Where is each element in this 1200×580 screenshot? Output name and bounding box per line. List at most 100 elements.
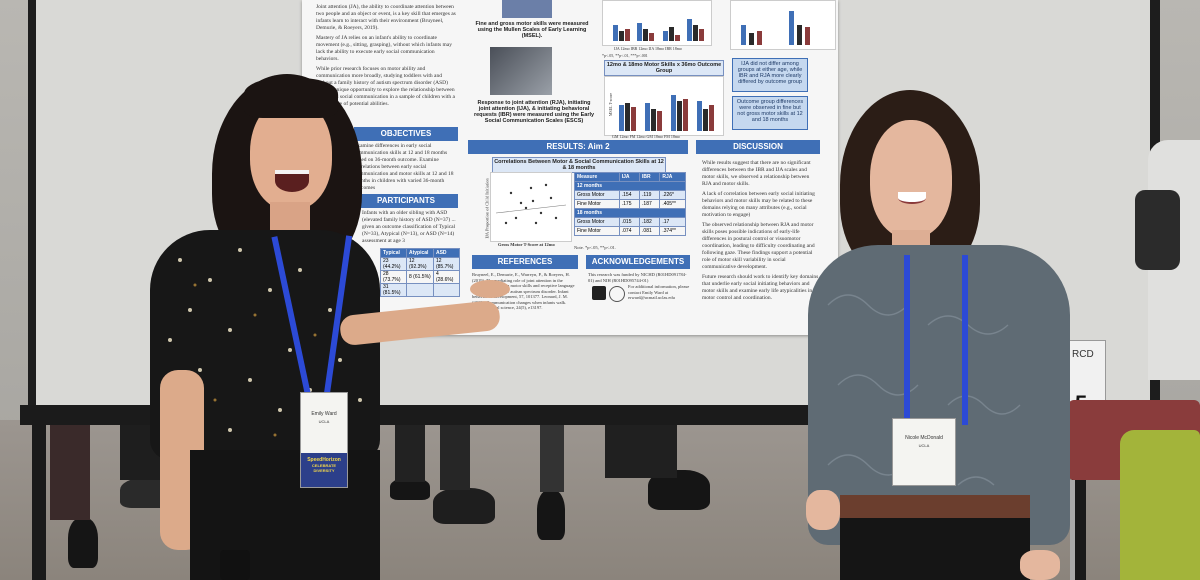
scatter-plot [490, 172, 572, 242]
corr-cell: Fine Motor [574, 226, 620, 236]
chart-bar [637, 23, 642, 41]
corr-cell: .182 [639, 217, 661, 227]
scatter-xlabel: Gross Motor T-Score at 12mo [498, 242, 555, 247]
intro-point: Joint attention (JA), the ability to coo… [316, 4, 456, 31]
ribbon-line: SpeedHorizon [307, 457, 341, 463]
chart-bar [625, 103, 630, 131]
chart-bar [619, 31, 624, 41]
chart-bar [749, 33, 754, 45]
motor-chart-title: 12mo & 18mo Motor Skills x 36mo Outcome … [604, 60, 724, 76]
open-mouth [275, 170, 309, 192]
top-chart-note: *p<.05, **p<.01, ***p<.001 [602, 53, 648, 58]
discussion-header: DISCUSSION [696, 140, 820, 154]
seal-logo [609, 286, 625, 302]
brown-shirt-hem [840, 495, 1030, 521]
smile [898, 192, 926, 204]
background-leg [50, 420, 90, 520]
ack-contact: For additional information, please conta… [628, 284, 690, 300]
discussion-point: The observed relationship between RJA an… [702, 222, 815, 270]
chart-bar [663, 31, 668, 41]
corr-cell: .074 [618, 226, 641, 236]
xtick: FM 18mo [664, 134, 680, 139]
chart-bar [671, 95, 676, 131]
name-badge: Nicole McDonald UCLA [892, 418, 956, 486]
chart-bar [699, 29, 704, 41]
chart-bar [693, 25, 698, 41]
chart-bar [741, 25, 746, 45]
corr-th: IJA [618, 172, 641, 182]
background-leg [395, 420, 425, 482]
corr-th: RJA [659, 172, 686, 182]
person-left: Emily Ward UCLA SpeedHorizon CELEBRATE D… [140, 70, 520, 580]
background-shoe [390, 478, 430, 500]
corr-cell: .175 [618, 199, 641, 209]
chart-bar [645, 103, 650, 131]
corr-cell: Gross Motor [574, 217, 620, 227]
chart-bar [687, 19, 692, 41]
intro-point: Mastery of JA relies on an infant's abil… [316, 35, 452, 62]
scatter-svg [495, 183, 567, 225]
chart-bar [625, 29, 630, 41]
chart-bar [675, 35, 680, 41]
chart-bar [669, 27, 674, 41]
hand-right [1020, 550, 1060, 580]
corr-section: 12 months [574, 181, 686, 191]
corr-cell: Gross Motor [574, 190, 620, 200]
escs-caption: Response to joint attention (RJA), initi… [473, 100, 595, 124]
xtick: IJA 18mo [648, 46, 665, 51]
background-leg [440, 420, 470, 490]
background-bag-right [1135, 190, 1180, 270]
msel-caption: Fine and gross motor skills were measure… [475, 21, 589, 39]
xtick: IJA 12mo [614, 46, 630, 51]
corr-cell: .374** [659, 226, 686, 236]
corr-cell: .081 [639, 226, 661, 236]
objectives-text: Examine differences in early social comm… [354, 143, 454, 191]
corr-th: IBR [639, 172, 661, 182]
chart-bar [643, 29, 648, 41]
xtick: IBR 12mo [630, 46, 648, 51]
chart-bar [697, 101, 702, 131]
discussion-point: Future research should work to identify … [702, 274, 819, 301]
social-chart [602, 0, 712, 46]
xtick: IBR 18mo [665, 46, 682, 51]
xtick: FM 12mo [629, 134, 646, 139]
corr-section: 18 months [574, 208, 686, 218]
motor-xticks: GM 12mo FM 12mo GM 18mo FM 18mo [612, 133, 724, 140]
chart-bar [703, 109, 708, 131]
discussion-point: While results suggest that there are no … [702, 160, 811, 187]
corr-cell: .226* [659, 190, 686, 200]
participants-cell: 28 (73.7%) [380, 270, 407, 284]
background-leg [605, 420, 677, 478]
discussion-text: While results suggest that there are no … [702, 160, 820, 305]
top-chart-xticks: IJA 12mo IBR 12mo IJA 18mo IBR 18mo [614, 45, 714, 52]
references-text: Bruyneel, E., Demurie, E., Warreyn, P., … [472, 272, 575, 310]
xtick: GM 12mo [612, 134, 629, 139]
chart-bar [613, 25, 618, 41]
proportion-chart [730, 0, 836, 50]
background-shoe [537, 490, 565, 540]
corr-th: Measure [574, 172, 620, 182]
badge-name: Nicole McDonald [905, 435, 943, 441]
sign-text: RCD [1072, 349, 1094, 360]
participants-text: Infants with an older sibling with ASD (… [362, 210, 456, 244]
chart-bar [683, 99, 688, 131]
background-shoe [433, 488, 495, 524]
badge-affiliation: UCLA [318, 419, 330, 424]
table-note: Note. *p<.05, **p<.01. [574, 245, 616, 250]
references-header: REFERENCES [472, 255, 578, 269]
participants-header: PARTICIPANTS [354, 194, 458, 208]
participants-table: Typical Atypical ASD 23 (44.2%) 12 (92.3… [380, 248, 461, 297]
face [870, 120, 952, 238]
corr-cell: .187 [639, 199, 661, 209]
chair-leg [1070, 480, 1075, 580]
ribbon-line: CELEBRATE DIVERSITY [311, 463, 337, 473]
results-header: RESULTS: Aim 2 [468, 140, 688, 154]
lab-photo [490, 47, 552, 95]
phone [220, 550, 250, 580]
corr-cell: .17 [659, 217, 686, 227]
motor-chart: MSEL T-score [604, 76, 724, 136]
corr-cell: Fine Motor [574, 199, 620, 209]
chart-bar [651, 109, 656, 131]
participants-cell: 31 (81.5%) [380, 283, 407, 297]
hand-presenting [470, 280, 510, 298]
